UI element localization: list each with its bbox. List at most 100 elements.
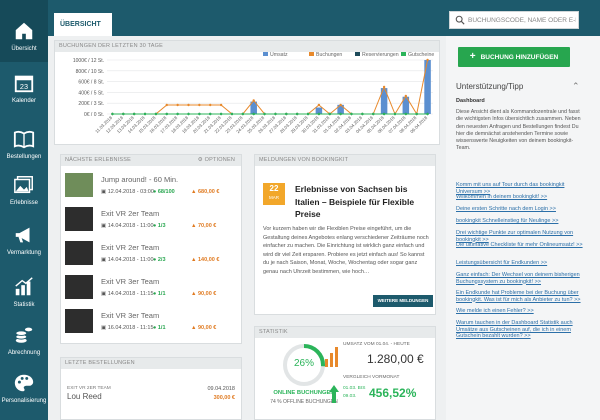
data-point[interactable] (285, 112, 288, 116)
event-title[interactable]: Exit VR 3er Team (101, 311, 160, 320)
data-point[interactable] (241, 112, 245, 116)
search-input[interactable] (468, 14, 576, 27)
data-point[interactable] (187, 112, 190, 116)
event-revenue: ▲ 90,00 € (191, 291, 216, 297)
person-icon: ● (153, 291, 158, 297)
data-point[interactable] (209, 112, 212, 116)
data-point[interactable] (143, 112, 147, 116)
sidebar-item-kalender[interactable]: 23 Kalender (0, 72, 48, 110)
data-point[interactable] (154, 112, 158, 116)
data-point[interactable] (122, 112, 125, 116)
sidebar-item-personalisierung[interactable]: Personalisierung (0, 372, 48, 412)
data-point[interactable] (404, 112, 408, 116)
data-point[interactable] (295, 112, 299, 116)
data-point[interactable] (252, 99, 255, 102)
data-point[interactable] (252, 112, 255, 116)
data-point[interactable] (165, 112, 168, 116)
data-point[interactable] (187, 103, 190, 107)
booking-customer[interactable]: Lou Reed (67, 392, 102, 401)
event-title[interactable]: Jump around! - 60 Min. (101, 175, 179, 184)
revenue-bar[interactable] (424, 60, 431, 114)
tab-uebersicht[interactable]: ÜBERSICHT (54, 13, 112, 36)
legend-label[interactable]: Buchungen (316, 52, 342, 58)
data-point[interactable] (132, 112, 136, 116)
calendar-small-icon: ▣ (101, 223, 108, 229)
sidebar-item-abrechnung[interactable]: Abrechnung (0, 324, 48, 362)
growth-value: 456,52% (369, 386, 417, 400)
event-title[interactable]: Exit VR 2er Team (101, 243, 160, 252)
data-point[interactable] (317, 103, 321, 107)
calendar-day: 23 (20, 82, 28, 91)
legend-label[interactable]: Umsatz (270, 52, 288, 58)
help-link[interactable]: bookingkit Schnelleinstieg für Neulinge … (456, 218, 559, 224)
help-link[interactable]: Ganz einfach: Der Wechsel von deinem bis… (456, 272, 580, 285)
event-row[interactable]: Jump around! - 60 Min. ▣ 12.04.2018 - 03:… (65, 173, 239, 201)
data-point[interactable] (209, 103, 212, 107)
sidebar-item-bestellungen[interactable]: Bestellungen (0, 128, 48, 166)
data-point[interactable] (404, 94, 408, 98)
data-point[interactable] (176, 103, 179, 107)
help-link[interactable]: Willkommen in deinem bookingkit! >> (456, 194, 548, 200)
data-point[interactable] (219, 103, 223, 107)
revenue-bar[interactable] (380, 88, 388, 114)
data-point[interactable] (165, 103, 168, 107)
sidebar-item-erlebnisse[interactable]: Erlebnisse (0, 174, 48, 212)
event-row[interactable]: Exit VR 2er Team ▣ 14.04.2018 - 11:00 ● 1/… (65, 207, 239, 235)
data-point[interactable] (372, 112, 375, 116)
legend-label[interactable]: Gutscheine (408, 52, 434, 58)
sidebar-item-vermarktung[interactable]: Vermarktung (0, 224, 48, 262)
sidebar-item-statistik[interactable]: Statistik (0, 276, 48, 314)
data-point[interactable] (339, 103, 342, 107)
data-point[interactable] (176, 112, 179, 116)
revenue-bar[interactable] (250, 101, 257, 114)
help-link[interactable]: Warum tauchen in der Dashboard Statistik… (456, 320, 573, 339)
add-booking-button[interactable]: + BUCHUNG HINZUFÜGEN (458, 47, 570, 67)
event-title[interactable]: Exit VR 3er Team (101, 277, 160, 286)
help-link[interactable]: Drei wichtige Punkte zur optimalen Nutzu… (456, 230, 574, 243)
online-donut (283, 344, 325, 386)
legend-label[interactable]: Reservierungen (362, 52, 399, 58)
chevron-up-icon[interactable]: ⌃ (572, 81, 580, 91)
help-link[interactable]: Ein Endkunde hat Probleme bei der Buchun… (456, 290, 581, 303)
data-point[interactable] (219, 112, 223, 116)
event-row[interactable]: Exit VR 3er Team ▣ 14.04.2018 - 11:15 ● 1/… (65, 275, 239, 303)
revenue-bar[interactable] (315, 107, 323, 114)
compare-to: 09.03. (343, 394, 357, 399)
options-link[interactable]: ⚙ OPTIONEN (198, 155, 235, 166)
data-point[interactable] (306, 112, 310, 116)
data-point[interactable] (198, 103, 201, 107)
stats-panel: STATISTIK 26% ONLINE BUCHUNGEN 74 % OFFL… (254, 326, 436, 420)
data-point[interactable] (111, 112, 114, 116)
data-point[interactable] (198, 112, 201, 116)
help-link[interactable]: Die ultimative Checkliste für mehr Onlin… (456, 242, 583, 248)
data-point[interactable] (263, 112, 266, 116)
news-title[interactable]: Erlebnisse von Sachsen bis Italien – Bei… (295, 184, 415, 219)
more-news-button[interactable]: WEITERE MELDUNGEN (373, 295, 433, 307)
data-point[interactable] (382, 85, 386, 89)
bookings-chart-panel: BUCHUNGEN DER LETZTEN 30 TAGE Umsatz Buch… (54, 40, 440, 145)
data-point[interactable] (230, 112, 234, 116)
data-point[interactable] (361, 112, 364, 116)
data-point[interactable] (339, 112, 342, 116)
revenue-bar[interactable] (402, 96, 410, 114)
revenue-bar[interactable] (337, 104, 344, 114)
help-link[interactable]: Komm mit uns auf Tour durch das bookingk… (456, 182, 565, 195)
data-point[interactable] (328, 112, 331, 116)
help-link[interactable]: Wie melde ich einen Fehler? >> (456, 308, 534, 314)
data-point[interactable] (415, 112, 418, 116)
event-price: 680,00 € (197, 189, 220, 195)
data-point[interactable] (350, 112, 353, 116)
data-point[interactable] (382, 112, 386, 116)
data-point[interactable] (426, 112, 429, 116)
event-title[interactable]: Exit VR 2er Team (101, 209, 160, 218)
data-point[interactable] (426, 58, 429, 62)
help-link[interactable]: Deine ersten Schritte nach dem Login >> (456, 206, 556, 212)
event-row[interactable]: Exit VR 3er Team ▣ 16.04.2018 - 11:15 ● 1/… (65, 309, 239, 337)
event-row[interactable]: Exit VR 2er Team ▣ 14.04.2018 - 11:00 ● 2/… (65, 241, 239, 269)
help-link[interactable]: Leistungsübersicht für Endkunden >> (456, 260, 548, 266)
online-label: ONLINE BUCHUNGEN (273, 390, 335, 396)
data-point[interactable] (393, 112, 397, 116)
data-point[interactable] (317, 112, 321, 116)
sidebar-item-uebersicht[interactable]: Übersicht (0, 0, 48, 62)
data-point[interactable] (274, 112, 277, 116)
